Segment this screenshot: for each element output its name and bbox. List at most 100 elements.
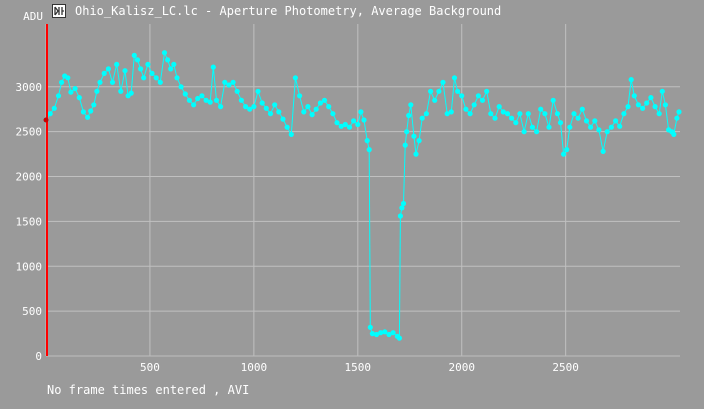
title-bar: Ohio_Kalisz_LC.lc - Aperture Photometry,… xyxy=(0,0,704,24)
data-point xyxy=(648,95,654,101)
data-point xyxy=(317,100,323,106)
data-point xyxy=(416,138,422,144)
data-point xyxy=(251,104,257,110)
data-point xyxy=(171,61,177,67)
data-point xyxy=(342,121,348,128)
data-point xyxy=(59,79,65,85)
data-point xyxy=(326,104,332,110)
data-point xyxy=(631,93,637,99)
data-point xyxy=(346,124,353,130)
data-point xyxy=(484,88,490,94)
data-point xyxy=(554,111,561,117)
data-point xyxy=(47,111,53,117)
data-point xyxy=(373,331,380,338)
data-point xyxy=(313,106,319,112)
data-point xyxy=(656,111,662,117)
y-tick-label: 1500 xyxy=(16,215,43,228)
series-line xyxy=(45,50,680,340)
data-point xyxy=(321,97,328,103)
data-point xyxy=(105,66,111,72)
data-point xyxy=(496,104,502,110)
data-point xyxy=(400,200,407,207)
data-point xyxy=(101,70,107,76)
axes xyxy=(45,24,680,357)
data-point xyxy=(238,97,244,103)
data-point xyxy=(402,142,408,148)
data-point xyxy=(366,147,372,153)
data-point xyxy=(550,97,556,103)
data-point xyxy=(604,129,610,135)
data-point xyxy=(538,106,544,112)
data-point xyxy=(564,147,570,153)
data-point xyxy=(76,95,82,101)
data-point xyxy=(263,105,269,111)
data-point xyxy=(145,61,151,67)
data-point xyxy=(396,335,402,341)
data-point xyxy=(600,148,606,154)
x-tick-label: 1500 xyxy=(345,361,372,374)
y-tick-label: 2000 xyxy=(16,171,43,184)
x-tick-label: 2000 xyxy=(448,361,475,374)
data-point xyxy=(65,75,71,81)
data-point xyxy=(479,97,486,103)
data-point xyxy=(234,88,240,94)
x-tick-label: 2500 xyxy=(552,361,579,374)
data-point xyxy=(408,102,414,108)
data-point xyxy=(178,84,184,90)
data-point xyxy=(255,88,261,94)
window-title: Ohio_Kalisz_LC.lc - Aperture Photometry,… xyxy=(75,4,502,18)
data-point xyxy=(423,111,429,117)
data-point xyxy=(513,120,519,126)
data-point xyxy=(218,104,224,110)
frame-cursor-point xyxy=(43,117,49,123)
data-point xyxy=(475,93,481,99)
data-point xyxy=(272,102,278,108)
data-point xyxy=(635,102,642,108)
data-point xyxy=(351,118,357,124)
data-point xyxy=(338,123,344,129)
data-point xyxy=(97,79,103,85)
data-point xyxy=(288,131,294,137)
data-point xyxy=(153,75,159,81)
data-point xyxy=(367,324,373,330)
data-point xyxy=(199,93,205,99)
data-point xyxy=(68,89,74,95)
data-point xyxy=(182,91,188,97)
data-point xyxy=(88,108,94,114)
data-point xyxy=(149,70,155,76)
y-tick-label: 500 xyxy=(22,305,42,318)
data-point xyxy=(334,120,340,126)
data-point xyxy=(404,129,410,135)
data-point xyxy=(301,109,307,115)
data-point xyxy=(500,109,506,115)
data-point xyxy=(361,117,367,123)
data-point xyxy=(131,52,137,59)
data-series xyxy=(43,50,682,341)
data-point xyxy=(613,118,619,124)
x-tick-label: 500 xyxy=(140,361,160,374)
data-point xyxy=(94,88,100,94)
data-point xyxy=(575,115,581,121)
data-point xyxy=(114,61,120,67)
data-point xyxy=(141,75,147,81)
data-point xyxy=(267,111,274,117)
data-point xyxy=(309,112,315,118)
data-point xyxy=(608,124,615,130)
data-point xyxy=(411,133,417,139)
data-point xyxy=(390,330,396,336)
data-point xyxy=(455,88,461,94)
y-tick-label: 2500 xyxy=(16,126,43,139)
data-point xyxy=(463,106,469,112)
data-point xyxy=(448,109,454,115)
data-point xyxy=(168,66,174,72)
light-curve-app-icon[interactable] xyxy=(52,4,66,18)
data-point xyxy=(226,82,232,88)
data-point xyxy=(186,97,192,103)
data-point xyxy=(492,115,498,121)
data-point xyxy=(378,330,384,336)
data-point xyxy=(230,79,236,85)
data-point xyxy=(85,114,91,120)
y-axis-label: ADU xyxy=(23,10,43,23)
data-point xyxy=(72,86,78,92)
